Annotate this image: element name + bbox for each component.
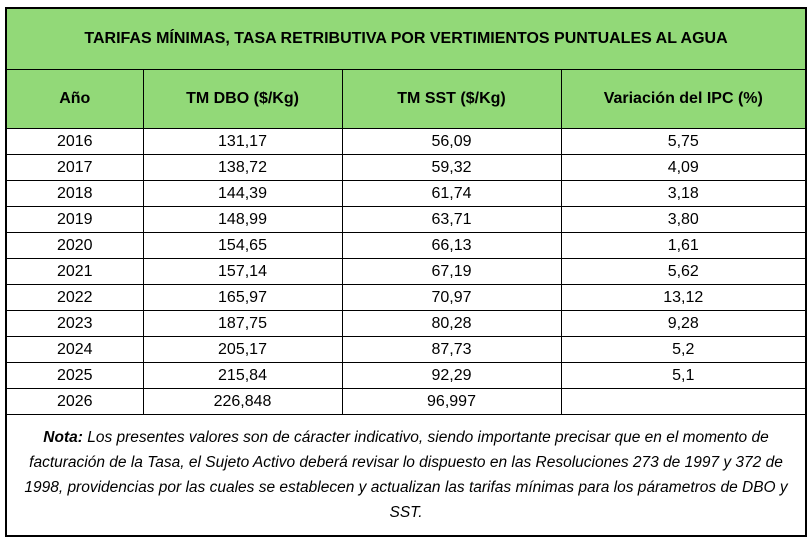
- cell-year: 2017: [5, 154, 144, 181]
- cell-tm-dbo: 144,39: [142, 180, 343, 207]
- header-tm-dbo: TM DBO ($/Kg): [142, 69, 343, 129]
- table-row: 2026 226,848 96,997: [5, 388, 807, 415]
- table-title: TARIFAS MÍNIMAS, TASA RETRIBUTIVA POR VE…: [5, 7, 807, 70]
- table-row: 2025 215,84 92,29 5,1: [5, 362, 807, 389]
- cell-ipc: 1,61: [560, 232, 807, 259]
- header-ipc: Variación del IPC (%): [560, 69, 807, 129]
- cell-tm-sst: 56,09: [341, 128, 562, 155]
- cell-ipc: 5,2: [560, 336, 807, 363]
- table-row: 2016 131,17 56,09 5,75: [5, 128, 807, 155]
- cell-year: 2019: [5, 206, 144, 233]
- table-row: 2023 187,75 80,28 9,28: [5, 310, 807, 337]
- cell-ipc: 9,28: [560, 310, 807, 337]
- cell-tm-dbo: 187,75: [142, 310, 343, 337]
- cell-ipc: 5,62: [560, 258, 807, 285]
- cell-tm-sst: 70,97: [341, 284, 562, 311]
- cell-ipc: 3,80: [560, 206, 807, 233]
- cell-tm-dbo: 157,14: [142, 258, 343, 285]
- note-row: Nota: Los presentes valores son de cárac…: [5, 414, 807, 537]
- cell-tm-dbo: 154,65: [142, 232, 343, 259]
- cell-year: 2026: [5, 388, 144, 415]
- table-row: 2022 165,97 70,97 13,12: [5, 284, 807, 311]
- cell-tm-sst: 61,74: [341, 180, 562, 207]
- cell-ipc: 3,18: [560, 180, 807, 207]
- cell-tm-sst: 63,71: [341, 206, 562, 233]
- cell-ipc: 5,1: [560, 362, 807, 389]
- cell-tm-dbo: 226,848: [142, 388, 343, 415]
- cell-tm-sst: 96,997: [341, 388, 562, 415]
- cell-ipc: 4,09: [560, 154, 807, 181]
- cell-tm-dbo: 131,17: [142, 128, 343, 155]
- cell-year: 2025: [5, 362, 144, 389]
- cell-tm-sst: 80,28: [341, 310, 562, 337]
- cell-tm-sst: 92,29: [341, 362, 562, 389]
- table-row: 2024 205,17 87,73 5,2: [5, 336, 807, 363]
- table-row: 2017 138,72 59,32 4,09: [5, 154, 807, 181]
- cell-tm-dbo: 148,99: [142, 206, 343, 233]
- cell-year: 2016: [5, 128, 144, 155]
- cell-year: 2022: [5, 284, 144, 311]
- cell-year: 2020: [5, 232, 144, 259]
- header-tm-sst: TM SST ($/Kg): [341, 69, 562, 129]
- cell-tm-sst: 87,73: [341, 336, 562, 363]
- header-row: Año TM DBO ($/Kg) TM SST ($/Kg) Variació…: [5, 69, 807, 129]
- cell-ipc: [560, 388, 807, 415]
- cell-tm-dbo: 138,72: [142, 154, 343, 181]
- header-year: Año: [5, 69, 144, 129]
- cell-year: 2023: [5, 310, 144, 337]
- cell-ipc: 13,12: [560, 284, 807, 311]
- cell-tm-sst: 67,19: [341, 258, 562, 285]
- table-row: 2019 148,99 63,71 3,80: [5, 206, 807, 233]
- cell-tm-sst: 59,32: [341, 154, 562, 181]
- note-text: Los presentes valores son de cáracter in…: [24, 429, 788, 521]
- cell-tm-dbo: 215,84: [142, 362, 343, 389]
- tariff-table: TARIFAS MÍNIMAS, TASA RETRIBUTIVA POR VE…: [5, 7, 807, 537]
- table-row: 2018 144,39 61,74 3,18: [5, 180, 807, 207]
- cell-year: 2021: [5, 258, 144, 285]
- table-row: 2021 157,14 67,19 5,62: [5, 258, 807, 285]
- note-label: Nota:: [43, 429, 83, 446]
- cell-year: 2018: [5, 180, 144, 207]
- cell-tm-dbo: 165,97: [142, 284, 343, 311]
- table-row: 2020 154,65 66,13 1,61: [5, 232, 807, 259]
- cell-tm-sst: 66,13: [341, 232, 562, 259]
- cell-year: 2024: [5, 336, 144, 363]
- cell-tm-dbo: 205,17: [142, 336, 343, 363]
- title-row: TARIFAS MÍNIMAS, TASA RETRIBUTIVA POR VE…: [5, 7, 807, 70]
- cell-ipc: 5,75: [560, 128, 807, 155]
- note: Nota: Los presentes valores son de cárac…: [5, 414, 807, 537]
